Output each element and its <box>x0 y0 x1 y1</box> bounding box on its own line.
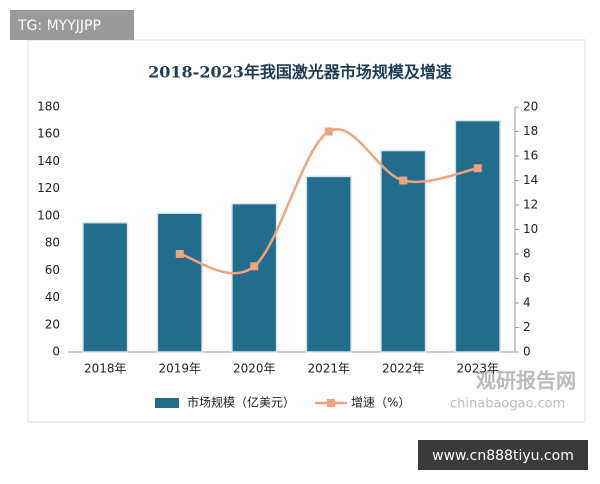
bar <box>305 175 352 353</box>
y-tick-label: 80 <box>45 236 60 250</box>
bar <box>156 212 203 353</box>
bar <box>454 119 501 353</box>
bar <box>231 202 278 353</box>
y2-tick-label: 4 <box>523 296 531 310</box>
legend-label: 增速（%） <box>351 396 410 410</box>
y-tick-label: 0 <box>52 345 60 359</box>
y-tick-label: 120 <box>37 181 60 195</box>
line-marker <box>250 262 259 271</box>
y2-tick-label: 18 <box>523 124 538 138</box>
y-tick-label: 40 <box>45 290 60 304</box>
y-tick-label: 180 <box>37 100 60 114</box>
y-tick-label: 20 <box>45 317 60 331</box>
y-tick-label: 160 <box>37 127 60 141</box>
bar <box>82 221 129 353</box>
y-tick-label: 60 <box>45 263 60 277</box>
y2-tick-label: 14 <box>523 173 538 187</box>
line-marker <box>324 127 333 136</box>
legend-marker <box>327 399 336 407</box>
logo: 观研报告网 <box>476 369 576 393</box>
x-tick-label: 2020年 <box>233 362 276 376</box>
x-tick-label: 2023年 <box>456 362 499 376</box>
chart-title: 2018-2023年我国激光器市场规模及增速 <box>148 63 452 82</box>
logo-url: chinabaogao.com <box>450 397 565 412</box>
line-marker <box>473 164 482 173</box>
site-box <box>418 440 588 470</box>
y-tick-label: 100 <box>37 208 60 222</box>
legend-swatch <box>155 398 179 408</box>
y2-tick-label: 10 <box>523 222 538 236</box>
y2-tick-label: 6 <box>523 271 531 285</box>
site-text: www.cn888tiyu.com <box>432 448 574 464</box>
y-tick-label: 140 <box>37 154 60 168</box>
y2-tick-label: 2 <box>523 320 531 334</box>
tag-box <box>10 10 134 40</box>
line-marker <box>399 176 408 185</box>
x-tick-label: 2019年 <box>158 362 201 376</box>
line-marker <box>175 250 184 258</box>
x-tick-label: 2021年 <box>307 362 350 376</box>
y2-tick-label: 8 <box>523 247 531 261</box>
y2-tick-label: 0 <box>523 345 531 359</box>
y2-tick-label: 20 <box>523 100 538 114</box>
y2-tick-label: 16 <box>523 149 538 163</box>
y2-tick-label: 12 <box>523 198 538 212</box>
x-tick-label: 2022年 <box>382 362 425 376</box>
x-tick-label: 2018年 <box>84 362 127 376</box>
legend-label: 市场规模（亿美元） <box>187 395 295 410</box>
tag-text: TG: MYYJJPP <box>17 18 101 34</box>
